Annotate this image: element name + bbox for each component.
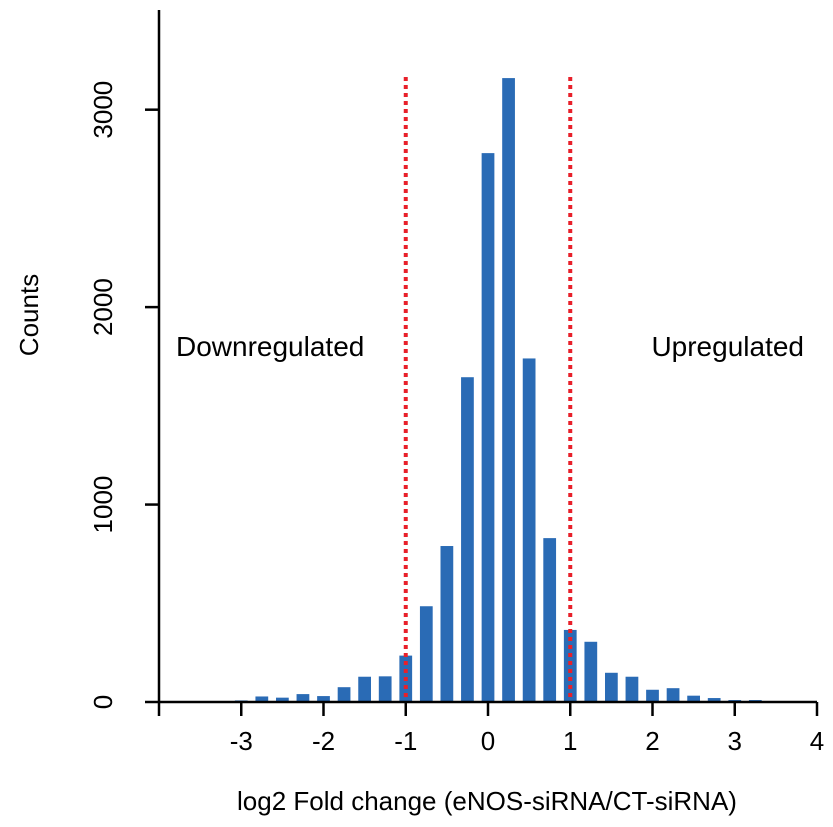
histogram-bar <box>625 676 639 702</box>
bars-group <box>234 78 762 703</box>
annotation-upregulated: Upregulated <box>651 331 804 362</box>
histogram-bar <box>461 377 474 702</box>
histogram-bar <box>584 641 598 702</box>
x-tick-label: 1 <box>563 726 577 756</box>
histogram-bar <box>666 688 680 702</box>
x-tick-label: 2 <box>645 726 659 756</box>
y-tick-label: 0 <box>88 695 118 709</box>
histogram-bar <box>481 153 495 702</box>
x-tick-label: 0 <box>481 726 495 756</box>
x-axis-label: log2 Fold change (eNOS-siRNA/CT-siRNA) <box>237 786 737 816</box>
histogram-bar <box>419 606 433 702</box>
y-axis-label: Counts <box>14 274 44 356</box>
histogram-bar <box>317 696 330 702</box>
histogram-bar <box>543 538 557 702</box>
y-tick-label: 3000 <box>88 81 118 139</box>
histogram-bar <box>605 672 618 702</box>
y-tick-label: 2000 <box>88 278 118 336</box>
histogram-bar <box>255 696 269 702</box>
y-ticks: 0 1000 2000 3000 <box>88 81 159 709</box>
y-tick-label: 1000 <box>88 476 118 534</box>
x-tick-label: 4 <box>810 726 824 756</box>
x-tick-label: -1 <box>394 726 417 756</box>
histogram-bar <box>687 695 700 702</box>
histogram-bar <box>522 358 536 702</box>
threshold-lines <box>403 77 573 702</box>
histogram-bar <box>502 78 515 703</box>
histogram-bar <box>358 676 371 702</box>
histogram-bar <box>296 694 310 702</box>
histogram-bar <box>707 698 721 702</box>
histogram-bar <box>646 689 659 702</box>
histogram-bar <box>440 546 454 702</box>
histogram-bar <box>378 676 392 702</box>
histogram-bar <box>563 629 577 702</box>
annotation-downregulated: Downregulated <box>176 331 364 362</box>
histogram-bar <box>337 687 351 702</box>
x-ticks: -3 -2 -1 0 1 2 3 4 <box>157 702 824 756</box>
histogram-bar <box>276 697 289 702</box>
x-tick-label: -2 <box>312 726 335 756</box>
x-tick-label: 3 <box>728 726 742 756</box>
x-tick-label: -3 <box>230 726 253 756</box>
